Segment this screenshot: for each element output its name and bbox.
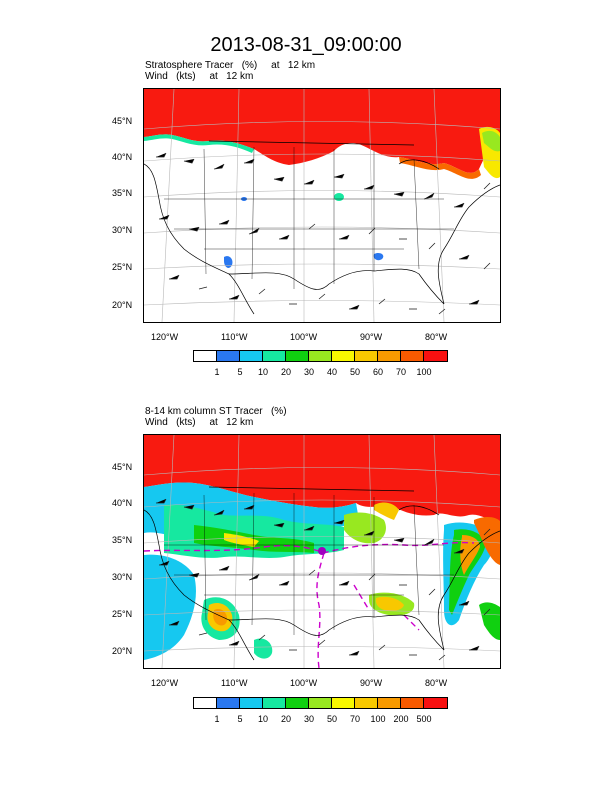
panel1-lat-label: 35°N — [112, 188, 133, 198]
colorbar-swatch — [217, 351, 240, 361]
colorbar-swatch — [378, 698, 401, 708]
panel1-map[interactable] — [143, 88, 501, 323]
panel1-lon-label: 100°W — [290, 332, 318, 342]
panel1-state-borders — [164, 146, 454, 289]
colorbar-label: 60 — [372, 367, 384, 377]
colorbar-swatch — [355, 698, 378, 708]
panel1-graticule — [144, 89, 500, 322]
colorbar-swatch — [332, 698, 355, 708]
colorbar-swatch — [401, 351, 424, 361]
colorbar-label: 1 — [214, 367, 220, 377]
colorbar-swatch — [355, 351, 378, 361]
panel1-lon-label: 80°W — [425, 332, 448, 342]
colorbar-label: 70 — [349, 714, 361, 724]
colorbar-label: 30 — [303, 367, 315, 377]
colorbar-swatch — [240, 698, 263, 708]
panel1-lat-label: 45°N — [112, 116, 133, 126]
panel1-tracer-field — [144, 89, 500, 268]
panel2-tracer-field — [144, 435, 500, 660]
panel2-graticule — [144, 435, 500, 668]
colorbar-swatch — [424, 351, 447, 361]
panel2-lat-label: 35°N — [112, 535, 133, 545]
colorbar-swatch — [286, 698, 309, 708]
panel2-max-marker — [318, 547, 326, 555]
panel2-coastlines — [144, 486, 500, 661]
panel2-lat-label: 20°N — [112, 646, 133, 656]
colorbar-label: 10 — [257, 367, 269, 377]
colorbar-label: 500 — [416, 714, 432, 724]
panel2-map-svg — [144, 435, 500, 668]
colorbar-swatch — [424, 698, 447, 708]
colorbar-swatch — [378, 351, 401, 361]
colorbar-label: 10 — [257, 714, 269, 724]
panel1-title-line2: Wind (kts) at 12 km — [145, 71, 254, 82]
panel2-colorbar — [193, 697, 448, 709]
panel2-lon-label: 110°W — [221, 678, 248, 688]
colorbar-swatch — [401, 698, 424, 708]
colorbar-label: 20 — [280, 367, 292, 377]
panel2-state-borders — [164, 492, 454, 635]
colorbar-swatch — [217, 698, 240, 708]
panel2-lon-label: 90°W — [360, 678, 383, 688]
panel2-lon-label: 80°W — [425, 678, 448, 688]
colorbar-swatch — [309, 351, 332, 361]
colorbar-label: 100 — [416, 367, 432, 377]
panel2-lat-label: 25°N — [112, 609, 133, 619]
colorbar-label: 40 — [326, 367, 338, 377]
panel1-map-svg — [144, 89, 500, 322]
colorbar-swatch — [263, 698, 286, 708]
colorbar-label: 70 — [395, 367, 407, 377]
panel1-wind-barbs — [156, 152, 491, 315]
panel2-lat-label: 40°N — [112, 498, 133, 508]
panel1-colorbar — [193, 350, 448, 362]
panel2-lat-label: 30°N — [112, 572, 133, 582]
colorbar-label: 30 — [303, 714, 315, 724]
colorbar-swatch — [263, 351, 286, 361]
colorbar-label: 1 — [214, 714, 220, 724]
panel1-lat-label: 25°N — [112, 262, 133, 272]
panel2-title-line1: 8-14 km column ST Tracer (%) — [145, 406, 287, 417]
colorbar-swatch — [194, 351, 217, 361]
panel2-lon-label: 100°W — [290, 678, 318, 688]
figure-title: 2013-08-31_09:00:00 — [210, 34, 402, 56]
colorbar-label: 100 — [370, 714, 386, 724]
colorbar-label: 50 — [349, 367, 361, 377]
panel2-map[interactable] — [143, 434, 501, 669]
colorbar-swatch — [286, 351, 309, 361]
panel1-lon-label: 120°W — [151, 332, 179, 342]
colorbar-label: 5 — [237, 367, 243, 377]
panel1-lon-label: 110°W — [221, 332, 248, 342]
panel1-lat-label: 40°N — [112, 152, 133, 162]
colorbar-label: 200 — [393, 714, 409, 724]
panel1-lat-label: 30°N — [112, 225, 133, 235]
panel2-lon-label: 120°W — [151, 678, 179, 688]
colorbar-swatch — [332, 351, 355, 361]
panel1-lat-label: 20°N — [112, 300, 133, 310]
panel1-lon-label: 90°W — [360, 332, 383, 342]
panel1-coastlines — [144, 140, 500, 315]
panel1-title-line1: Stratosphere Tracer (%) at 12 km — [145, 60, 316, 71]
colorbar-label: 5 — [237, 714, 243, 724]
colorbar-swatch — [240, 351, 263, 361]
colorbar-label: 50 — [326, 714, 338, 724]
panel2-title-line2: Wind (kts) at 12 km — [145, 417, 254, 428]
panel2-wind-barbs — [156, 498, 491, 661]
colorbar-label: 20 — [280, 714, 292, 724]
panel2-lat-label: 45°N — [112, 462, 133, 472]
colorbar-swatch — [194, 698, 217, 708]
colorbar-swatch — [309, 698, 332, 708]
